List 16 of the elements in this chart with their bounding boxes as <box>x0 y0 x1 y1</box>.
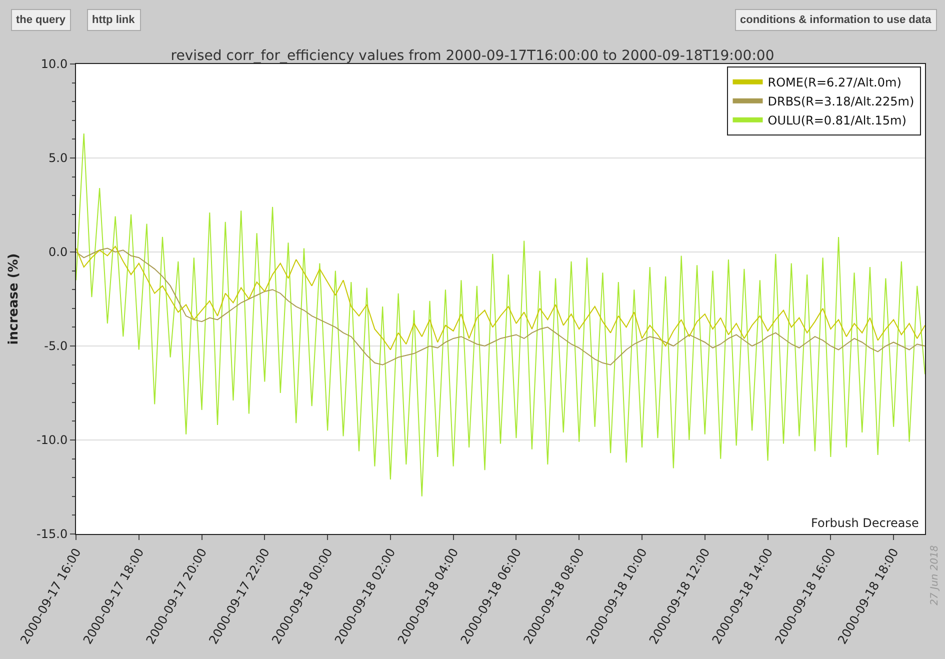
chart-title: revised corr_for_efficiency values from 2000-09-17T16:00:00 to 2000-09-18T19:00:00 <box>170 48 774 64</box>
legend-label: ROME(R=6.27/Alt.0m) <box>768 76 902 90</box>
y-tick-label: -5.0 <box>44 339 68 354</box>
y-axis-title: increase (%) <box>6 253 22 345</box>
text: the query <box>16 14 66 26</box>
text: http link <box>92 14 136 26</box>
annotation: Forbush Decrease <box>811 516 919 530</box>
y-tick-label: 10.0 <box>40 57 68 72</box>
y-tick-label: -15.0 <box>36 527 68 542</box>
legend-label: DRBS(R=3.18/Alt.225m) <box>768 94 914 109</box>
y-tick-label: -10.0 <box>36 433 68 448</box>
y-tick-label: 5.0 <box>48 151 68 166</box>
line-series <box>76 133 925 497</box>
legend-label: OULU(R=0.81/Alt.15m) <box>768 114 906 128</box>
y-tick-label: 0.0 <box>48 245 68 260</box>
text: conditions & information to use data <box>740 14 932 26</box>
